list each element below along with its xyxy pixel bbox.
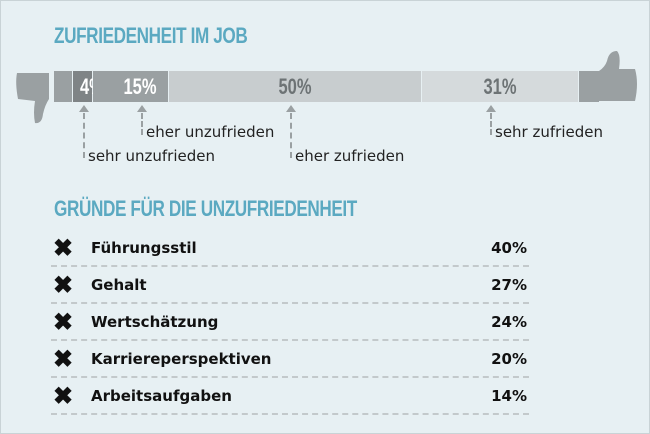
chart-title: ZUFRIEDENHEIT IM JOB [54,23,248,48]
arrow-head [486,105,496,112]
reason-label: Gehalt [91,276,147,294]
reason-value: 24% [491,313,527,331]
thumbs-down-icon [16,73,49,124]
reason-row: ✖ Karriereperspektiven 20% [51,344,529,378]
segment-label: 31% [483,73,517,99]
reason-label: Wertschätzung [91,313,219,331]
label-sehr-zufrieden: sehr zufrieden [495,123,603,141]
bar-segment-3: 31% [422,71,578,102]
reason-row: ✖ Gehalt 27% [51,270,529,304]
x-icon: ✖ [53,235,74,262]
x-icon: ✖ [53,383,74,410]
arrow-line [141,113,143,135]
reason-value: 20% [491,350,527,368]
bar-segment-1: 15% [93,71,168,102]
thumbs-up-icon [599,51,637,101]
reason-label: Karriereperspektiven [91,350,272,368]
segment-label: 15% [123,73,157,99]
cuff-right [579,71,599,102]
label-eher-zufrieden: eher zufrieden [295,147,405,165]
cuff-left [54,71,72,102]
arrow-head [137,105,147,112]
arrow-head [286,105,296,112]
reason-row: ✖ Führungsstil 40% [51,233,529,267]
label-sehr-unzufrieden: sehr unzufrieden [88,147,215,165]
arrow-line [83,113,85,158]
x-icon: ✖ [53,272,74,299]
label-eher-unzufrieden: eher unzufrieden [146,123,275,141]
x-icon: ✖ [53,346,74,373]
x-icon: ✖ [53,309,74,336]
arrow-line [290,113,292,158]
reason-value: 14% [491,387,527,405]
segment-label: 50% [278,73,312,99]
reason-label: Arbeitsaufgaben [91,387,232,405]
reason-value: 40% [491,239,527,257]
reason-label: Führungsstil [91,239,197,257]
arrow-head [79,105,89,112]
bar-segment-2: 50% [169,71,421,102]
arrow-line [490,113,492,135]
reasons-title: GRÜNDE FÜR DIE UNZUFRIEDENHEIT [54,196,357,221]
bar-segment-0: 4% [73,71,104,102]
reason-row: ✖ Wertschätzung 24% [51,307,529,341]
reason-value: 27% [491,276,527,294]
reason-row: ✖ Arbeitsaufgaben 14% [51,381,529,415]
